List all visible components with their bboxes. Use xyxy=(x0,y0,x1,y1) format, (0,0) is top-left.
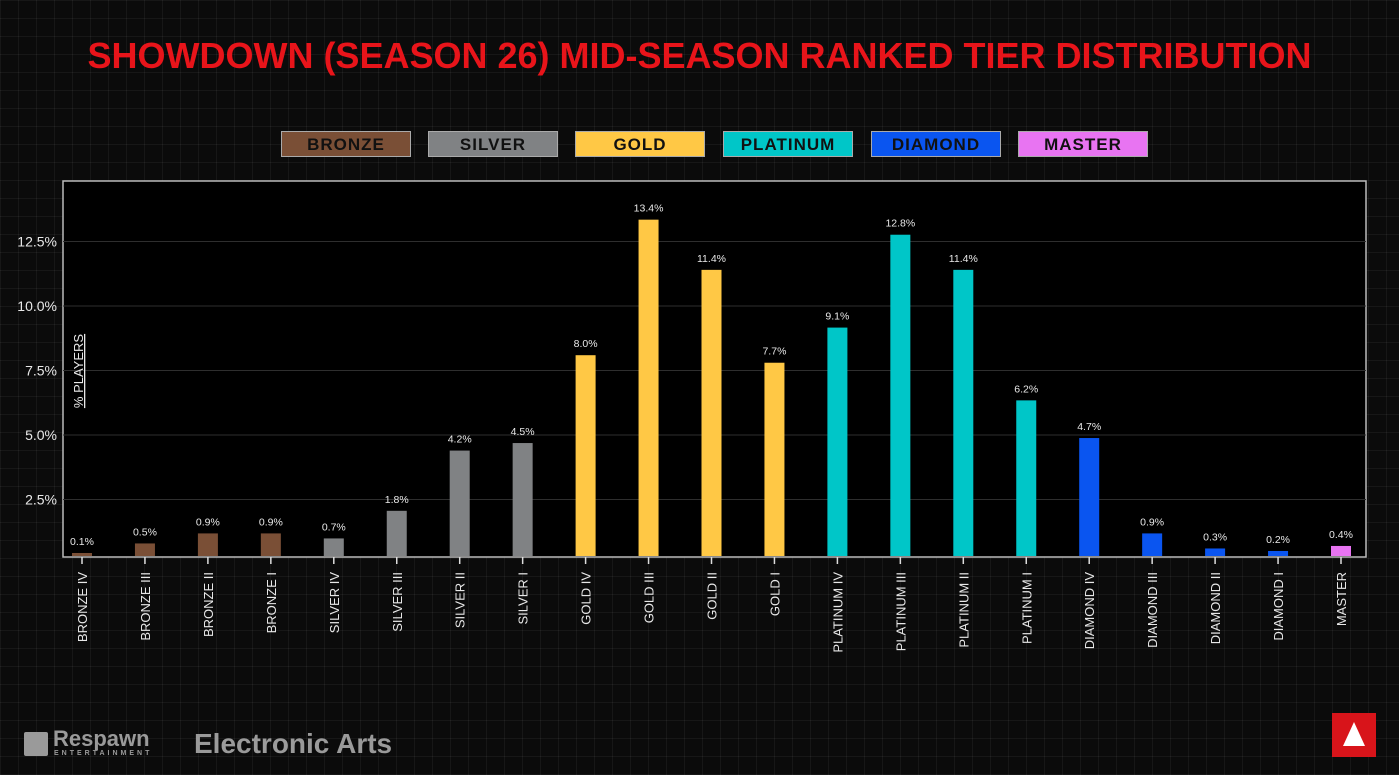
x-tick-label: BRONZE III xyxy=(138,572,153,641)
bar xyxy=(72,553,92,556)
y-tick-label: 5.0% xyxy=(25,427,57,443)
data-label: 0.9% xyxy=(1140,516,1164,528)
bar xyxy=(953,269,974,556)
x-tick-label: PLATINUM III xyxy=(893,572,908,651)
data-label: 0.2% xyxy=(1266,534,1290,546)
legend-item-diamond: DIAMOND xyxy=(871,131,1001,157)
respawn-logo-icon xyxy=(24,732,48,756)
legend-item-bronze: BRONZE xyxy=(281,131,411,157)
legend-item-gold: GOLD xyxy=(575,131,705,157)
data-label: 9.1% xyxy=(825,311,849,323)
bar xyxy=(1205,548,1226,556)
apex-logo-icon xyxy=(1343,722,1365,746)
data-label: 7.7% xyxy=(762,346,786,358)
y-tick-label: 10.0% xyxy=(17,298,57,314)
bar xyxy=(764,362,785,556)
x-tick-label: SILVER III xyxy=(390,572,405,632)
x-tick-label: BRONZE IV xyxy=(75,572,90,642)
data-label: 0.9% xyxy=(196,516,220,528)
legend-item-platinum: PLATINUM xyxy=(723,131,853,157)
data-label: 11.4% xyxy=(949,253,978,265)
x-tick-label: GOLD I xyxy=(767,572,782,616)
data-label: 8.0% xyxy=(574,338,598,350)
data-label: 4.2% xyxy=(448,434,472,446)
bar xyxy=(1079,438,1100,556)
x-tick-label: GOLD III xyxy=(642,572,657,623)
x-tick-label: DIAMOND I xyxy=(1271,572,1286,641)
y-tick-label: 12.5% xyxy=(17,234,57,250)
legend-item-master: MASTER xyxy=(1018,131,1148,157)
data-label: 11.4% xyxy=(697,253,726,265)
bar xyxy=(575,355,596,556)
bar xyxy=(1268,550,1289,556)
chart-title-text: SHOWDOWN (SEASON 26) MID-SEASON RANKED T… xyxy=(87,35,1312,76)
data-label: 0.7% xyxy=(322,521,346,533)
data-label: 0.1% xyxy=(70,536,94,548)
x-tick-label: BRONZE II xyxy=(201,572,216,637)
x-tick-label: SILVER I xyxy=(516,572,531,625)
bar xyxy=(386,510,407,556)
x-tick-label: PLATINUM IV xyxy=(830,572,845,653)
data-label: 1.8% xyxy=(385,494,409,506)
x-tick-label: GOLD II xyxy=(705,572,720,620)
chart-title: SHOWDOWN (SEASON 26) MID-SEASON RANKED T… xyxy=(0,34,1399,78)
bar xyxy=(1331,545,1351,556)
y-tick-label: 2.5% xyxy=(25,492,57,508)
legend-item-silver: SILVER xyxy=(428,131,558,157)
data-label: 4.5% xyxy=(511,426,535,438)
x-tick-label: DIAMOND II xyxy=(1208,572,1223,644)
respawn-logo-subtext: ENTERTAINMENT xyxy=(54,750,153,757)
apex-logo xyxy=(1332,713,1376,757)
bar xyxy=(701,269,722,556)
bar xyxy=(512,443,533,556)
data-label: 4.7% xyxy=(1077,421,1101,433)
bar xyxy=(260,533,281,556)
x-tick-label: BRONZE I xyxy=(264,572,279,633)
bar xyxy=(827,327,848,556)
respawn-logo-text: Respawn xyxy=(53,726,150,751)
bar xyxy=(449,450,470,556)
bar xyxy=(1142,533,1163,556)
data-label: 0.3% xyxy=(1203,531,1227,543)
y-axis-label: % PLAYERS xyxy=(71,334,86,409)
x-tick-label: GOLD IV xyxy=(579,572,594,625)
y-tick-label: 7.5% xyxy=(25,363,57,379)
x-tick-label: MASTER xyxy=(1334,572,1349,626)
bar xyxy=(323,538,344,556)
x-tick-label: PLATINUM II xyxy=(956,572,971,648)
x-tick-label: PLATINUM I xyxy=(1019,572,1034,644)
bar xyxy=(1016,400,1037,556)
x-tick-label: DIAMOND IV xyxy=(1082,572,1097,650)
data-label: 0.5% xyxy=(133,526,157,538)
bar xyxy=(890,234,911,556)
data-label: 13.4% xyxy=(634,203,664,215)
bar xyxy=(134,543,155,556)
bar xyxy=(197,533,218,556)
x-tick-label: SILVER IV xyxy=(327,572,342,634)
x-tick-label: DIAMOND III xyxy=(1145,572,1160,648)
data-label: 0.4% xyxy=(1329,529,1353,541)
data-label: 0.9% xyxy=(259,516,283,528)
data-label: 12.8% xyxy=(885,218,915,230)
bar xyxy=(638,219,659,556)
x-tick-label: SILVER II xyxy=(453,572,468,628)
data-label: 6.2% xyxy=(1014,383,1038,395)
ea-logo: Electronic Arts xyxy=(194,728,393,759)
